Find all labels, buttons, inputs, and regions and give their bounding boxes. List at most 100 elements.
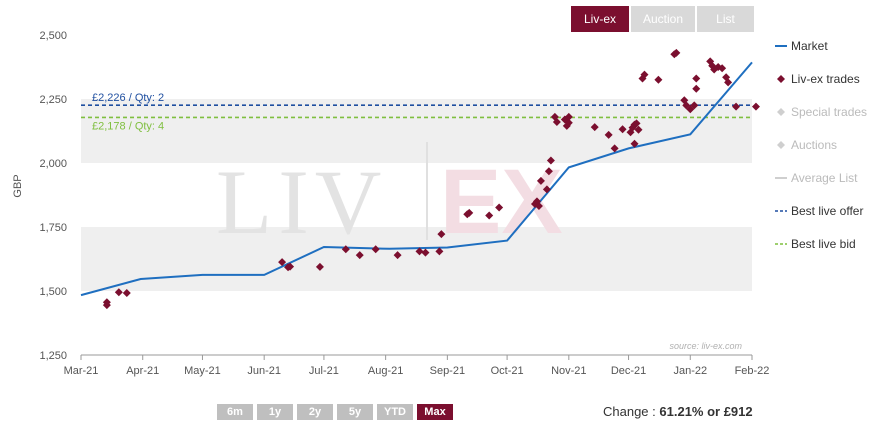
- trade-point: [421, 248, 430, 257]
- trade-point: [546, 156, 555, 165]
- y-tick-label: 2,500: [39, 30, 67, 42]
- trade-point: [536, 176, 545, 185]
- trade-point: [495, 203, 504, 212]
- reference-lines: £2,226 / Qty: 2 £2,178 / Qty: 4: [81, 92, 752, 132]
- x-tick-label: Apr-21: [126, 365, 159, 377]
- x-tick-label: Jul-21: [309, 365, 339, 377]
- trade-point: [564, 118, 573, 127]
- trade-point: [618, 125, 627, 134]
- tab-liv-ex[interactable]: Liv-ex: [571, 6, 629, 32]
- legend-item-label: Best live offer: [791, 204, 863, 218]
- x-tick-label: Sep-21: [430, 365, 465, 377]
- range-ytd-button[interactable]: YTD: [377, 404, 413, 420]
- change-summary: Change : 61.21% or £912: [603, 404, 753, 419]
- x-tick-label: Nov-21: [551, 365, 586, 377]
- legend-item-label: Best live bid: [791, 237, 856, 251]
- trade-point: [718, 64, 727, 73]
- legend-item-label: Average List: [791, 171, 858, 185]
- change-label: Change :: [603, 404, 656, 419]
- trade-point: [286, 262, 295, 271]
- legend-item-label: Auctions: [791, 138, 837, 152]
- grid-band: [81, 35, 752, 99]
- grid-band: [81, 99, 752, 163]
- trade-point: [630, 139, 639, 148]
- legend-swatch: [777, 108, 785, 116]
- trade-point: [371, 245, 380, 254]
- change-value: 61.21% or £912: [659, 404, 753, 419]
- market-series: [80, 61, 753, 297]
- range-2y-button[interactable]: 2y: [297, 404, 333, 420]
- trade-point: [751, 102, 760, 111]
- y-tick-label: 1,750: [39, 222, 67, 234]
- trade-point: [732, 102, 741, 111]
- grid-bands: [81, 35, 752, 355]
- tab-list[interactable]: List: [697, 6, 754, 32]
- trade-point: [393, 251, 402, 260]
- x-tick-label: Jan-22: [673, 365, 707, 377]
- trade-point: [634, 125, 643, 134]
- trade-point: [692, 84, 701, 93]
- trades-series: [102, 48, 760, 310]
- trade-point: [610, 144, 619, 153]
- price-chart: LIV EX 1,250 1,500 1,750 2,000 2,250 2,500 Mar…: [12, 30, 867, 377]
- trade-point: [542, 185, 551, 194]
- y-tick-label: 2,000: [39, 158, 67, 170]
- trade-point: [632, 119, 641, 128]
- x-tick-label: Feb-22: [735, 365, 770, 377]
- trade-point: [415, 247, 424, 256]
- trade-point: [341, 245, 350, 254]
- trade-point: [437, 230, 446, 239]
- grid-band: [81, 227, 752, 291]
- best-bid-label: £2,178 / Qty: 4: [92, 120, 164, 132]
- trade-point: [465, 208, 474, 217]
- tab-auction[interactable]: Auction: [631, 6, 695, 32]
- x-tick-label: Oct-21: [491, 365, 524, 377]
- trade-point: [544, 167, 553, 176]
- watermark: LIV EX: [216, 142, 563, 253]
- trade-point: [355, 251, 364, 260]
- trade-point: [485, 211, 494, 220]
- chart-type-tabs: Liv-ex Auction List: [571, 6, 756, 32]
- trade-point: [692, 74, 701, 83]
- grid-band: [81, 291, 752, 355]
- range-5y-button[interactable]: 5y: [337, 404, 373, 420]
- best-offer-label: £2,226 / Qty: 2: [92, 92, 164, 104]
- range-6m-button[interactable]: 6m: [217, 404, 253, 420]
- trade-point: [435, 247, 444, 256]
- source-credit: source: liv-ex.com: [669, 341, 742, 351]
- legend-item-label: Special trades: [791, 105, 867, 119]
- y-axis-label: GBP: [12, 174, 24, 197]
- range-1y-button[interactable]: 1y: [257, 404, 293, 420]
- trade-point: [640, 70, 649, 79]
- trade-point: [278, 258, 287, 267]
- watermark-right: EX: [440, 151, 563, 253]
- y-tick-label: 2,250: [39, 94, 67, 106]
- trade-point: [590, 123, 599, 132]
- grid-band: [81, 163, 752, 227]
- trade-point: [315, 262, 324, 271]
- x-tick-label: May-21: [184, 365, 221, 377]
- legend-item-label: Market: [791, 39, 828, 53]
- legend: Market Liv-ex trades Special trades Auction…: [775, 39, 867, 251]
- trade-point: [672, 48, 681, 57]
- y-axis-ticks: 1,250 1,500 1,750 2,000 2,250 2,500: [39, 30, 67, 362]
- market-line: [80, 61, 753, 297]
- trade-point: [114, 288, 123, 297]
- trade-point: [724, 78, 733, 87]
- trade-point: [690, 101, 699, 110]
- x-tick-label: Mar-21: [64, 365, 99, 377]
- y-tick-label: 1,500: [39, 286, 67, 298]
- trade-point: [534, 202, 543, 211]
- x-tick-label: Aug-21: [368, 365, 403, 377]
- range-max-button[interactable]: Max: [417, 404, 453, 420]
- legend-swatch: [777, 141, 785, 149]
- trade-point: [564, 112, 573, 121]
- range-selector: 6m 1y 2y 5y YTD Max: [217, 404, 457, 420]
- x-tick-label: Jun-21: [247, 365, 281, 377]
- legend-swatch: [777, 75, 785, 83]
- trade-point: [552, 118, 561, 127]
- watermark-left: LIV: [216, 151, 387, 253]
- trade-point: [654, 75, 663, 84]
- trade-point: [604, 130, 613, 139]
- x-axis-ticks: Mar-21 Apr-21 May-21 Jun-21 Jul-21 Aug-21 Sep-…: [64, 355, 770, 377]
